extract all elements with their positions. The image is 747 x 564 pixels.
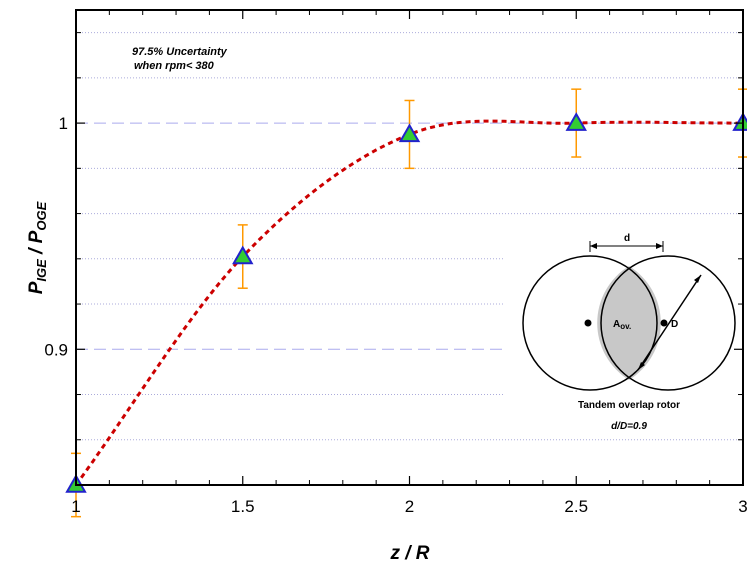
y-title-main: P [26,281,47,294]
x-tick-label: 1 [71,497,80,516]
uncertainty-note-line1: 97.5% Uncertainty [132,46,228,58]
d-label: d [624,233,630,244]
x-tick-label: 2 [405,497,414,516]
overlap-area-subscript: ov. [620,322,631,331]
d-arrow-left [590,243,597,249]
ratio-label: d/D=0.9 [611,421,647,432]
x-tick-label: 2.5 [564,497,588,516]
y-title-sub1: IGE [34,259,49,282]
y-axis-title: PIGE / POGE [26,201,49,294]
tandem-rotor-inset: d Aov. D Tandem overlap rotor d/D=0.9 [505,232,743,432]
overlap-area-letter: A [613,319,620,330]
y-title-sub2: OGE [34,201,49,230]
data-point [232,245,254,265]
d-arrow-right [656,243,663,249]
data-point [398,123,421,143]
series-curve [74,119,743,486]
overlap-area-label: Aov. [613,319,631,331]
D-arrow-top [694,275,701,283]
inset-caption: Tandem overlap rotor [578,400,680,411]
D-label: D [671,319,678,330]
y-tick-label: 1 [59,114,68,133]
x-tick-label: 3 [738,497,747,516]
D-diameter-line [637,274,702,371]
uncertainty-note-line2: when rpm< 380 [134,60,215,72]
overlap-area [597,266,661,380]
rear-rotor-circle [600,255,736,391]
x-axis-title: z / R [389,543,429,564]
y-tick-label: 0.9 [44,340,68,359]
data-point [565,112,587,131]
axis-ticks: 1 1.5 2 2.5 3 0.9 1 [44,10,747,516]
y-title-sep: / P [26,230,47,259]
front-rotor-hub [584,319,592,327]
D-arrow-bottom [638,362,645,370]
rear-rotor-hub [660,319,668,327]
x-tick-label: 1.5 [231,497,255,516]
front-rotor-circle [522,255,658,391]
